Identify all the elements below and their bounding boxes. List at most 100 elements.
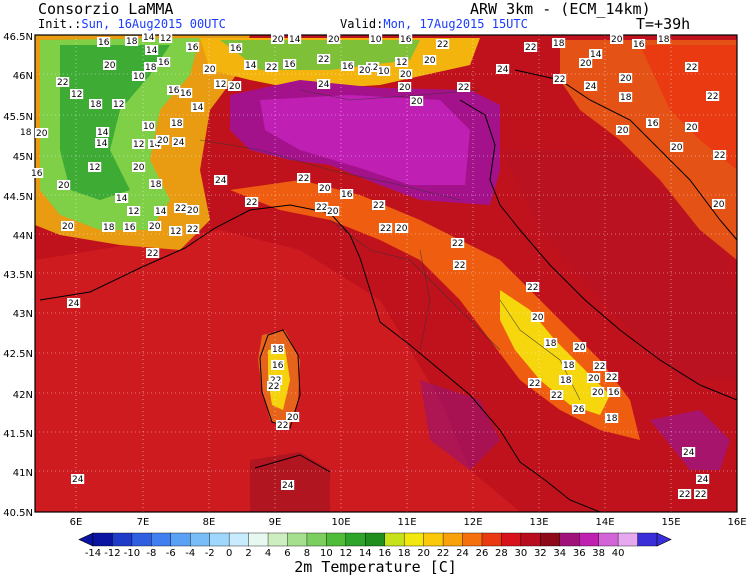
- colorbar-max-arrow: [656, 532, 672, 547]
- colorbar-tick-label: 32: [534, 548, 547, 559]
- temperature-label: 18: [89, 99, 103, 110]
- label-box: [89, 99, 103, 109]
- label-text: 10: [370, 35, 382, 45]
- label-text: 20: [592, 388, 604, 398]
- lon-tick-label: 7E: [137, 517, 150, 528]
- label-box: [398, 82, 412, 92]
- label-box: [271, 344, 285, 354]
- label-text: 22: [679, 490, 690, 500]
- temperature-label: 18: [619, 92, 633, 103]
- colorbar-swatch: [151, 532, 172, 547]
- label-box: [395, 223, 409, 233]
- label-box: [157, 57, 171, 67]
- org-title: Consorzio LaMMA: [38, 0, 174, 18]
- temperature-label: 22: [553, 74, 567, 85]
- label-box: [377, 66, 391, 76]
- label-text: 24: [697, 475, 709, 485]
- label-text: 16: [633, 40, 645, 50]
- label-box: [610, 34, 624, 44]
- label-box: [286, 412, 300, 422]
- valid-value: Mon, 17Aug2015 15UTC: [383, 17, 528, 31]
- label-text: 12: [128, 207, 139, 217]
- temperature-label: 22: [706, 91, 720, 102]
- label-text: 18: [545, 339, 557, 349]
- label-text: 20: [327, 207, 339, 217]
- label-box: [276, 420, 290, 430]
- temperature-label: 16: [123, 222, 137, 233]
- temperature-label: 22: [453, 260, 467, 271]
- colorbar-tick-label: 34: [553, 548, 566, 559]
- colorbar-swatch: [598, 532, 619, 547]
- lat-tick-label: 41.5N: [3, 429, 33, 440]
- colorbar-tick-label: 14: [359, 548, 372, 559]
- label-box: [696, 474, 710, 484]
- label-box: [167, 85, 181, 95]
- label-text: 20: [58, 181, 70, 191]
- label-box: [341, 61, 355, 71]
- longitude-axis: 6E 7E 8E 9E 10E 11E 12E 13E 14E 15E 16E: [70, 517, 747, 528]
- label-text: 20: [287, 413, 299, 423]
- label-box: [103, 60, 117, 70]
- label-box: [591, 387, 605, 397]
- label-text: 20: [411, 97, 423, 107]
- label-box: [148, 139, 162, 149]
- temperature-label: 20: [326, 206, 340, 217]
- label-box: [30, 168, 44, 178]
- label-text: 12: [170, 227, 181, 237]
- temperature-label: 16: [340, 189, 354, 200]
- label-box: [694, 489, 708, 499]
- temperature-label: 18: [149, 179, 163, 190]
- label-box: [281, 480, 295, 490]
- label-box: [145, 45, 159, 55]
- label-box: [552, 38, 566, 48]
- temperature-label: 20: [186, 205, 200, 216]
- label-box: [172, 137, 186, 147]
- colorbar-tick-label: 12: [339, 548, 352, 559]
- label-text: 20: [611, 35, 623, 45]
- colorbar-tick-label: -14: [85, 548, 101, 559]
- label-box: [96, 127, 110, 137]
- label-box: [544, 338, 558, 348]
- lat-tick-label: 42N: [13, 390, 33, 401]
- label-box: [712, 199, 726, 209]
- label-text: 22: [594, 362, 605, 372]
- temperature-label: 14: [154, 206, 168, 217]
- lon-tick-label: 8E: [203, 517, 216, 528]
- label-text: 16: [180, 89, 192, 99]
- temperature-label: 14: [95, 138, 109, 149]
- temperature-label: 20: [616, 125, 630, 136]
- temperature-label: 12: [127, 206, 141, 217]
- label-box: [71, 474, 85, 484]
- label-box: [132, 139, 146, 149]
- label-text: 22: [175, 204, 186, 214]
- colorbar-swatch: [423, 532, 444, 547]
- temperature-label: 20: [423, 55, 437, 66]
- label-text: 14: [245, 61, 257, 71]
- label-text: 10: [378, 67, 390, 77]
- temperature-label: 10: [377, 66, 391, 77]
- label-box: [327, 34, 341, 44]
- temperature-label: 20: [579, 58, 593, 69]
- label-box: [366, 62, 380, 72]
- colorbar-tick-label: -6: [166, 548, 176, 559]
- label-text: 20: [328, 35, 340, 45]
- temperature-label: 18: [19, 127, 33, 138]
- label-box: [399, 34, 413, 44]
- colorbar-swatch: [481, 532, 502, 547]
- temperature-label: 18: [125, 36, 139, 47]
- label-text: 22: [686, 63, 697, 73]
- label-text: 18: [145, 63, 157, 73]
- colorbar-tick-label: 4: [265, 548, 271, 559]
- temperature-label: 20: [619, 73, 633, 84]
- temperature-label: 18: [552, 38, 566, 49]
- lat-tick-label: 43.5N: [3, 270, 33, 281]
- label-box: [423, 55, 437, 65]
- label-text: 16: [342, 62, 354, 72]
- colorbar-swatch: [540, 532, 561, 547]
- temperature-label: 20: [132, 162, 146, 173]
- temperature-label: 14: [142, 32, 156, 43]
- temperature-label: 12: [159, 33, 173, 44]
- temperature-label: 20: [610, 34, 624, 45]
- label-box: [102, 222, 116, 232]
- label-text: 20: [574, 343, 586, 353]
